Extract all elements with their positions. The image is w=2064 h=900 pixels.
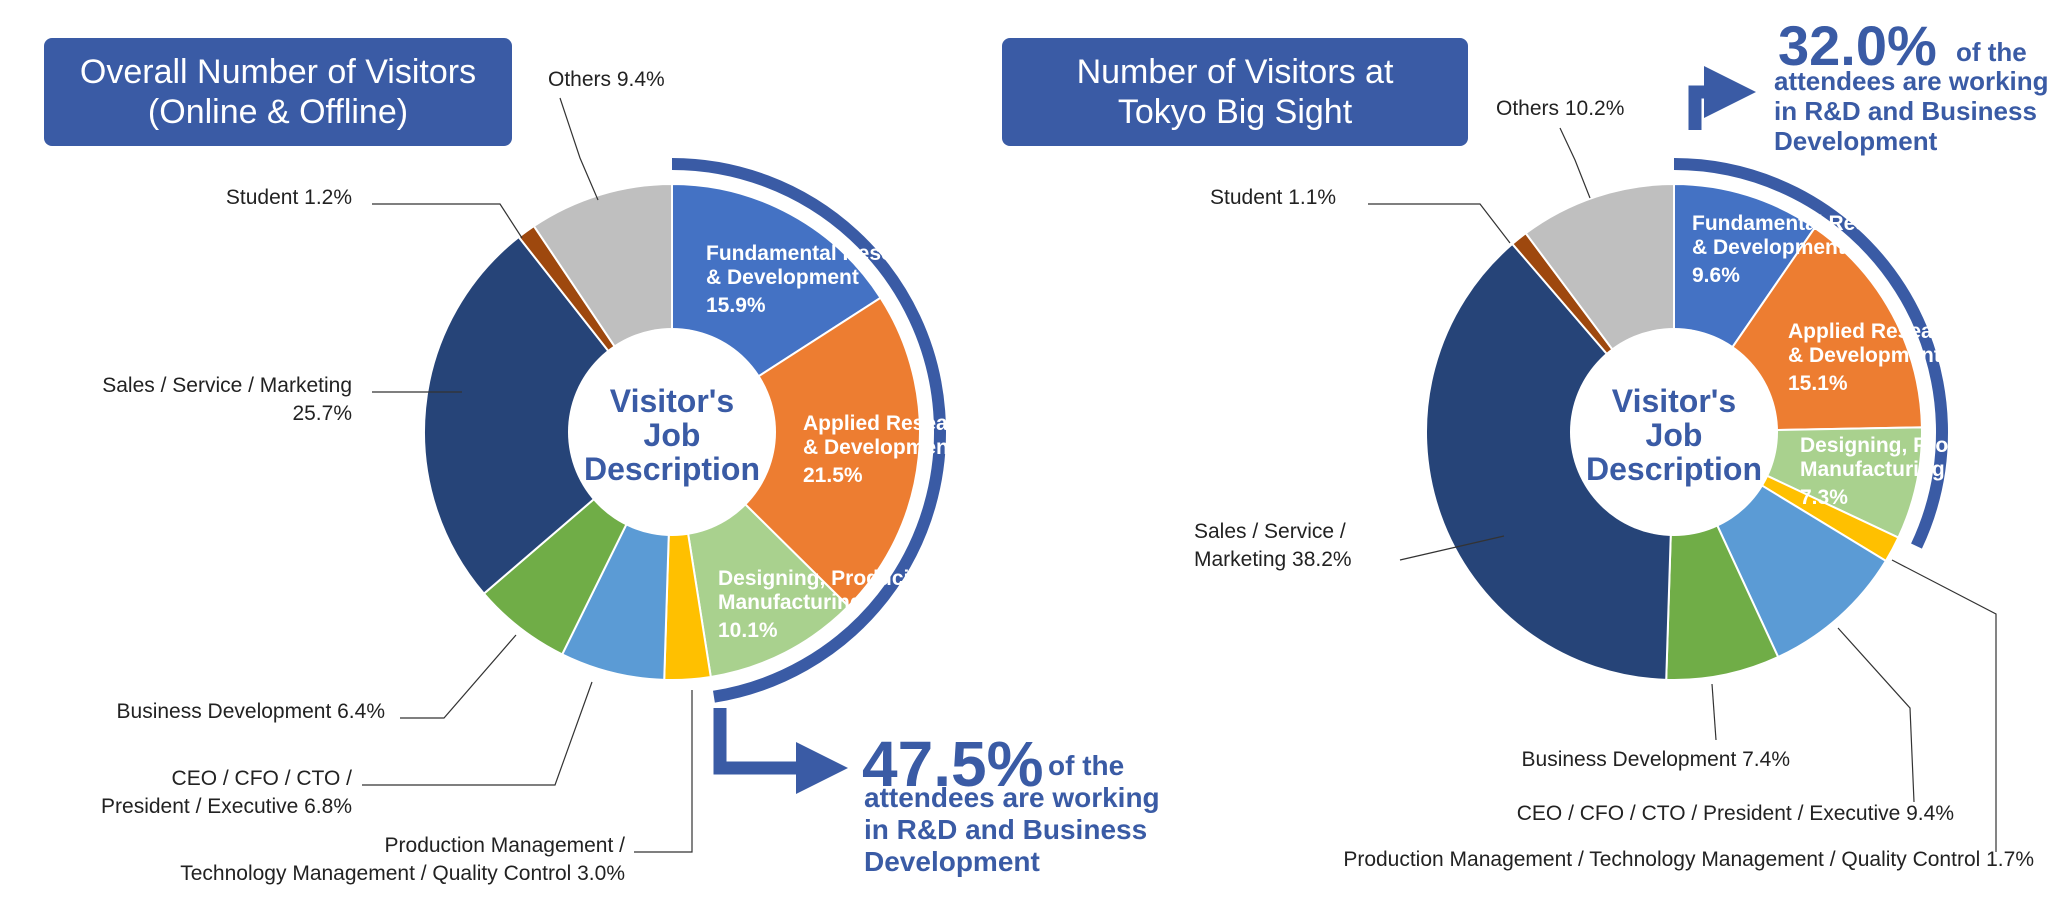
chart2-title-line2: Tokyo Big Sight bbox=[1117, 93, 1353, 131]
chart2-outside-label-business-development: Business Development 7.4% bbox=[1522, 748, 1790, 771]
chart1-rnd-bracket-arc bbox=[671, 158, 947, 703]
chart1-leader-line-others bbox=[559, 97, 599, 201]
chart1-leader-line-production-management-technology-management-quality-control bbox=[634, 690, 693, 853]
chart2-outside-label-sales-service-marketing: Sales / Service / bbox=[1194, 520, 1346, 543]
chart1-inside-label-fundamental-research-development: Fundamental Research bbox=[706, 242, 937, 265]
chart1-inside-value-fundamental-research-development: 15.9% bbox=[706, 294, 766, 317]
chart1-title-line2: (Online & Offline) bbox=[147, 93, 409, 131]
chart1-leader-line-business-development bbox=[400, 634, 517, 719]
chart2-inside-label-fundamental-research-development: & Development bbox=[1692, 236, 1845, 259]
chart2-leader-line-sales-service-marketing bbox=[1399, 535, 1505, 561]
chart2-slice-sales-service-marketing bbox=[1425, 242, 1676, 681]
chart1-outside-label-ceo-cfo-cto-president-executive: CEO / CFO / CTO / bbox=[172, 767, 353, 790]
chart2-leader-line-student bbox=[1368, 203, 1511, 244]
chart1-outside-label-production-management-technology-management-quality-control: Technology Management / Quality Control … bbox=[180, 862, 625, 885]
chart2-leader-line-business-development bbox=[1711, 683, 1717, 741]
chart2-leader-line-ceo-cfo-cto-president-executive bbox=[1837, 627, 1915, 803]
chart1-outside-label-ceo-cfo-cto-president-executive: President / Executive 6.8% bbox=[101, 795, 352, 818]
chart1-outside-label-student: Student 1.2% bbox=[226, 186, 352, 209]
chart2-leader-line-production-management-technology-management-quality-control bbox=[1891, 559, 1997, 852]
chart1-leader-line-ceo-cfo-cto-president-executive bbox=[362, 681, 593, 786]
chart1-outside-label-sales-service-marketing: Sales / Service / Marketing bbox=[102, 374, 352, 397]
chart1-inside-label-designing-producing-manufacturing: Manufacturing bbox=[718, 591, 863, 614]
chart2-outside-label-others: Others 10.2% bbox=[1496, 97, 1624, 120]
chart2-title-line1: Number of Visitors at bbox=[1076, 53, 1394, 91]
chart1-outside-label-others: Others 9.4% bbox=[548, 68, 665, 91]
chart2-title-box: Number of Visitors at Tokyo Big Sight bbox=[1002, 38, 1468, 146]
chart1-inside-label-fundamental-research-development: & Development bbox=[706, 266, 859, 289]
chart1-inside-label-applied-research-development: & Development bbox=[803, 436, 956, 459]
chart2-inside-label-applied-research-development: & Development bbox=[1788, 344, 1941, 367]
chart2-inside-label-designing-producing-manufacturing: Designing, Producing, bbox=[1800, 434, 2023, 457]
chart1-inside-value-designing-producing-manufacturing: 10.1% bbox=[718, 619, 778, 642]
chart2-outside-label-student: Student 1.1% bbox=[1210, 186, 1336, 209]
chart2-inside-label-designing-producing-manufacturing: Manufacturing bbox=[1800, 458, 1945, 481]
chart2-center-label-line: Visitor's bbox=[1612, 383, 1736, 419]
chart1-outside-label-sales-service-marketing: 25.7% bbox=[292, 402, 352, 425]
chart1-center-label-line: Visitor's bbox=[610, 383, 734, 419]
chart2-highlight-line1: attendees are working bbox=[1774, 66, 2049, 96]
chart2-center-label-line: Description bbox=[1586, 451, 1762, 487]
chart2-inside-label-applied-research-development: Applied Research bbox=[1788, 320, 1965, 343]
chart1-inside-value-applied-research-development: 21.5% bbox=[803, 464, 863, 487]
chart1-highlight-line1: attendees are working bbox=[864, 782, 1160, 813]
chart1-slice-applied-research-development bbox=[670, 296, 921, 608]
chart1-inside-label-applied-research-development: Applied Research bbox=[803, 412, 980, 435]
chart1-highlight-line2: in R&D and Business bbox=[864, 814, 1148, 845]
chart1-title-box: Overall Number of Visitors (Online & Off… bbox=[44, 38, 512, 146]
chart1-outside-label-production-management-technology-management-quality-control: Production Management / bbox=[385, 834, 626, 857]
chart1-inside-label-designing-producing-manufacturing: Designing, Producing, bbox=[718, 567, 941, 590]
chart2-highlight-line2: in R&D and Business bbox=[1774, 96, 2037, 126]
chart2-inside-value-designing-producing-manufacturing: 7.3% bbox=[1800, 486, 1848, 509]
chart1-highlight-line3: Development bbox=[864, 846, 1040, 877]
chart1-donut-hole bbox=[568, 328, 776, 536]
chart2-center-label-line: Job bbox=[1646, 417, 1703, 453]
chart2-highlight-arrow bbox=[1688, 66, 1756, 130]
chart1-center-label-line: Job bbox=[644, 417, 701, 453]
chart2-inside-value-fundamental-research-development: 9.6% bbox=[1692, 264, 1740, 287]
chart1-slice-sales-service-marketing bbox=[423, 235, 674, 596]
chart2-outside-label-production-management-technology-management-quality-control: Production Management / Technology Manag… bbox=[1343, 848, 2034, 871]
chart1-title-line1: Overall Number of Visitors bbox=[79, 53, 477, 91]
chart2-highlight-line3: Development bbox=[1774, 126, 1938, 156]
chart1-leader-line-student bbox=[372, 203, 523, 239]
chart1-highlight-arrow bbox=[713, 708, 848, 794]
chart1-center-label-line: Description bbox=[584, 451, 760, 487]
chart1-highlight-suffix: of the bbox=[1048, 750, 1125, 781]
chart1-highlight-value: 47.5% bbox=[862, 728, 1044, 800]
chart1-outside-label-business-development: Business Development 6.4% bbox=[117, 700, 385, 723]
chart2-leader-line-others bbox=[1559, 127, 1591, 199]
chart2-outside-label-ceo-cfo-cto-president-executive: CEO / CFO / CTO / President / Executive … bbox=[1517, 802, 1954, 825]
chart2-outside-label-sales-service-marketing: Marketing 38.2% bbox=[1194, 548, 1352, 571]
chart2-inside-value-applied-research-development: 15.1% bbox=[1788, 372, 1848, 395]
chart2-highlight-suffix: of the bbox=[1956, 37, 2027, 67]
chart2-highlight-value: 32.0% bbox=[1778, 14, 1937, 77]
chart2-rnd-bracket-arc bbox=[1673, 158, 1948, 549]
chart2-donut-hole bbox=[1570, 328, 1778, 536]
chart2-inside-label-fundamental-research-development: Fundamental Research bbox=[1692, 212, 1923, 235]
